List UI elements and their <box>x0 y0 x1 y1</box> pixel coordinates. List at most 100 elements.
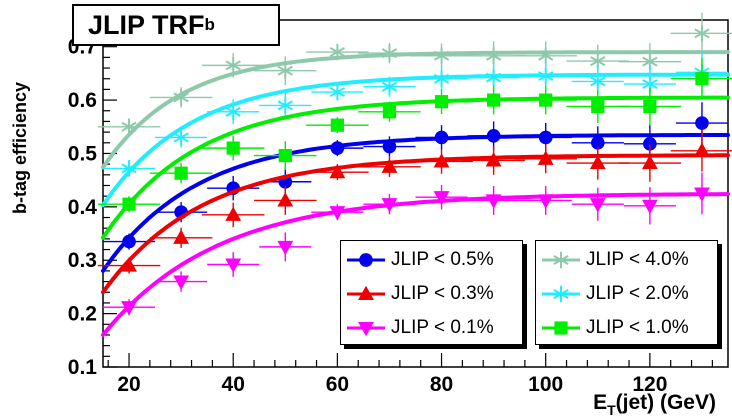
data-point <box>590 73 606 90</box>
data-point <box>122 197 136 211</box>
data-point <box>591 99 605 114</box>
data-point <box>487 93 501 107</box>
legend-entry: JLIP < 4.0% <box>536 243 689 277</box>
series-group <box>97 129 732 295</box>
legend-high-cuts: JLIP < 4.0% JLIP < 2.0% JLIP < 1.0% <box>535 240 718 345</box>
x-tick-label: 120 <box>632 373 667 396</box>
chart-title-text: JLIP TRF <box>88 9 205 40</box>
legend-marker <box>347 285 385 301</box>
legend-label: JLIP < 0.1% <box>391 317 494 338</box>
legend-entry: JLIP < 2.0% <box>536 277 689 311</box>
star-marker-arm <box>329 47 346 58</box>
data-point <box>485 47 502 65</box>
data-point <box>277 97 293 114</box>
x-tick-label: 80 <box>430 373 453 396</box>
data-point <box>643 99 657 114</box>
fit-curve <box>101 50 730 170</box>
series-group <box>97 12 732 170</box>
legend-entry: JLIP < 1.0% <box>536 311 689 345</box>
y-tick-label: 0.5 <box>68 142 98 165</box>
x-tick-label: 100 <box>528 373 563 396</box>
star-marker-arm <box>225 60 241 71</box>
data-point <box>225 57 241 74</box>
data-point <box>694 25 710 42</box>
star-marker-arm <box>485 72 502 83</box>
data-point <box>537 150 554 165</box>
data-point <box>538 130 553 145</box>
data-point <box>121 301 137 316</box>
data-point <box>538 67 554 85</box>
data-point <box>381 158 398 173</box>
legend-symbol <box>553 285 569 303</box>
data-point <box>329 163 346 179</box>
star-marker-arm <box>694 28 710 39</box>
series-group <box>101 102 730 273</box>
data-point <box>330 118 344 132</box>
data-point <box>433 153 450 168</box>
legend-label: JLIP < 1.0% <box>586 317 689 338</box>
data-point <box>329 43 346 61</box>
data-point <box>537 194 554 209</box>
data-point <box>381 198 398 213</box>
star-marker-arm <box>173 132 189 143</box>
data-point <box>695 72 709 86</box>
data-point <box>173 229 190 244</box>
legend-label: JLIP < 0.5% <box>391 249 494 270</box>
data-point <box>381 78 398 95</box>
x-axis-label: ET(jet) (GeV) <box>593 391 716 418</box>
data-point <box>225 103 241 121</box>
star-marker-arm <box>538 50 554 61</box>
star-marker-arm <box>329 87 346 98</box>
series-group <box>97 57 732 240</box>
y-tick-label: 0.4 <box>68 196 98 219</box>
data-point <box>329 206 346 221</box>
data-point <box>433 70 450 87</box>
legend-marker <box>542 285 580 303</box>
data-point <box>121 160 137 177</box>
data-point <box>277 240 294 256</box>
x-tick-label: 60 <box>326 373 349 396</box>
data-point <box>590 135 605 150</box>
data-point <box>382 139 397 154</box>
star-marker-arm <box>277 100 293 111</box>
data-point <box>434 95 449 109</box>
legend-low-cuts: JLIP < 0.5% JLIP < 0.3% JLIP < 0.1% <box>340 240 523 345</box>
data-point <box>694 142 710 157</box>
legend-label: JLIP < 2.0% <box>586 283 689 304</box>
data-point <box>226 141 240 155</box>
legend-entry: JLIP < 0.1% <box>341 311 494 345</box>
star-marker-arm <box>381 81 398 92</box>
star-marker-arm <box>381 48 398 59</box>
data-point <box>485 194 502 209</box>
data-point <box>643 137 657 151</box>
star-marker-arm <box>642 79 658 90</box>
star-marker-arm <box>277 65 293 76</box>
legend-symbol <box>554 321 568 335</box>
data-point <box>486 129 501 143</box>
data-point <box>278 148 292 163</box>
data-point <box>225 206 242 221</box>
x-tick-label: 40 <box>222 373 245 396</box>
y-tick-label: 0.6 <box>68 89 97 112</box>
y-tick-label: 0.2 <box>68 303 97 326</box>
data-point <box>225 258 242 273</box>
data-point <box>485 152 502 167</box>
data-point <box>589 154 606 170</box>
data-point <box>641 199 658 215</box>
fit-curve <box>101 95 730 240</box>
x-tick-label: 20 <box>117 373 140 396</box>
star-marker-arm <box>590 56 606 67</box>
legend-symbol <box>553 251 569 269</box>
data-point <box>329 83 346 101</box>
series-group <box>101 51 730 208</box>
legend-label: JLIP < 4.0% <box>586 249 689 270</box>
data-point <box>433 47 450 65</box>
legend-entry: JLIP < 0.5% <box>341 243 494 277</box>
data-point <box>174 166 188 180</box>
data-point <box>173 89 189 106</box>
legend-marker <box>542 321 580 335</box>
legend-marker <box>542 251 580 269</box>
legend-marker <box>347 321 385 337</box>
legend-symbol <box>358 321 374 337</box>
data-point <box>381 44 398 62</box>
